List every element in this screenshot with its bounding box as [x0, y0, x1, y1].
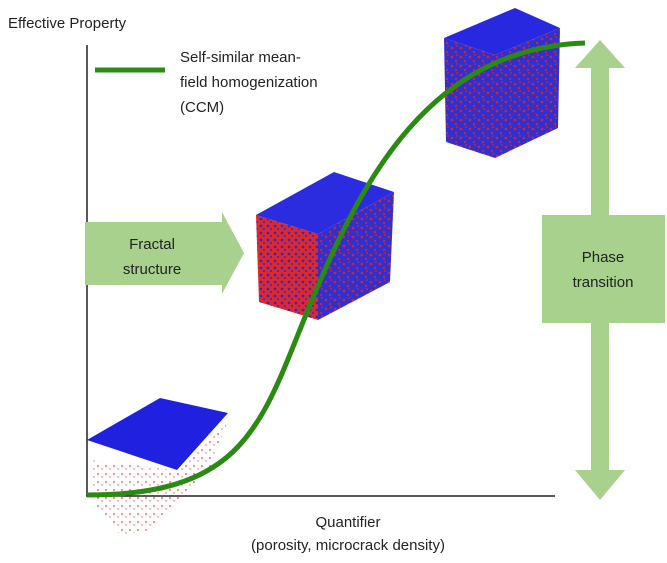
diagram: Self-similar mean- field homogenization … [0, 0, 667, 558]
y-axis-label: Effective Property [8, 15, 127, 32]
legend-text: (CCM) [180, 99, 224, 116]
fractal-cube [256, 172, 394, 320]
fractal-arrow [85, 212, 244, 294]
x-axis-label: (porosity, microcrack density) [251, 537, 445, 554]
phase-label: transition [573, 274, 634, 291]
phase-box [542, 215, 665, 323]
legend-text: Self-similar mean- [180, 49, 301, 66]
legend-text: field homogenization [180, 74, 318, 91]
fractal-label: structure [123, 261, 181, 278]
fractal-label: Fractal [129, 236, 175, 253]
x-axis-label: Quantifier [315, 514, 380, 531]
phase-label: Phase [582, 249, 625, 266]
